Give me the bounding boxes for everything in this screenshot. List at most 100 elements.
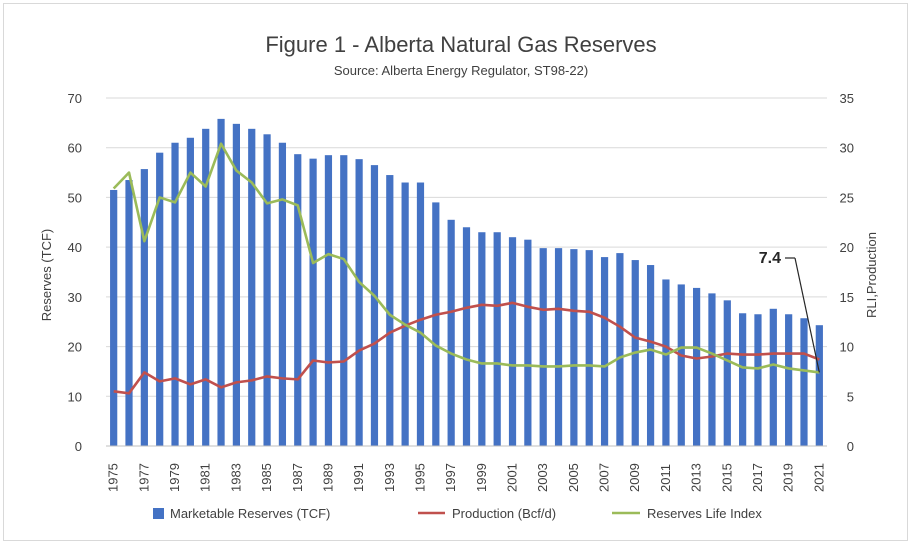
legend-swatch-reserves bbox=[153, 508, 164, 519]
bar bbox=[294, 154, 302, 447]
x-tick-label: 2013 bbox=[689, 463, 704, 492]
y2-tick-label: 35 bbox=[840, 91, 854, 106]
bar bbox=[785, 314, 793, 446]
bar bbox=[447, 219, 455, 446]
bar bbox=[217, 118, 225, 446]
bar bbox=[646, 265, 655, 446]
y2-tick-label: 15 bbox=[840, 290, 854, 305]
bar bbox=[769, 308, 777, 446]
bar bbox=[570, 249, 578, 446]
x-tick-label: 2019 bbox=[781, 463, 796, 492]
bar bbox=[600, 257, 609, 446]
bar bbox=[723, 300, 731, 446]
y-tick-label: 0 bbox=[75, 439, 82, 454]
bar bbox=[677, 284, 685, 446]
legend-label-rli: Reserves Life Index bbox=[647, 506, 762, 521]
y-tick-label: 10 bbox=[68, 389, 82, 404]
legend-label-reserves: Marketable Reserves (TCF) bbox=[170, 506, 330, 521]
x-tick-label: 2005 bbox=[566, 463, 581, 492]
chart-frame: Figure 1 - Alberta Natural Gas Reserves … bbox=[3, 3, 908, 541]
bar bbox=[386, 175, 394, 447]
legend-label-production: Production (Bcf/d) bbox=[452, 506, 556, 521]
x-tick-label: 2021 bbox=[811, 463, 826, 492]
bar bbox=[156, 152, 164, 446]
annotation-arrow bbox=[794, 257, 820, 373]
bar bbox=[186, 137, 194, 446]
bar bbox=[554, 248, 563, 446]
y2-tick-label: 10 bbox=[840, 340, 854, 355]
line-series bbox=[112, 142, 820, 395]
bar bbox=[493, 232, 501, 446]
x-tick-label: 2017 bbox=[750, 463, 765, 492]
bar bbox=[340, 155, 348, 446]
y-tick-label: 70 bbox=[68, 91, 82, 106]
x-tick-label: 1983 bbox=[228, 463, 243, 492]
bar bbox=[462, 227, 471, 446]
x-tick-label: 1979 bbox=[167, 463, 182, 492]
x-tick-label: 1999 bbox=[474, 463, 489, 492]
x-tick-label: 2001 bbox=[505, 463, 520, 492]
bar bbox=[370, 165, 379, 446]
x-tick-label: 1987 bbox=[290, 463, 305, 492]
bar bbox=[263, 134, 271, 446]
bar bbox=[110, 189, 118, 446]
bar bbox=[324, 155, 333, 446]
bar-series bbox=[110, 118, 823, 447]
bar bbox=[171, 142, 179, 446]
x-tick-label: 1989 bbox=[320, 463, 335, 492]
bar bbox=[202, 128, 210, 446]
x-tick-label: 1985 bbox=[259, 463, 274, 492]
annotation-label: 7.4 bbox=[759, 250, 781, 267]
y-tick-label: 20 bbox=[68, 340, 82, 355]
chart: Figure 1 - Alberta Natural Gas Reserves … bbox=[39, 32, 879, 521]
x-tick-label: 1993 bbox=[382, 463, 397, 492]
x-tick-label: 1997 bbox=[443, 463, 458, 492]
reserves-life-index-line bbox=[112, 142, 820, 374]
y-axis-label: Reserves (TCF) bbox=[39, 229, 54, 321]
bar bbox=[524, 239, 532, 446]
y-tick-label: 50 bbox=[68, 190, 82, 205]
bar bbox=[478, 232, 486, 446]
y2-tick-label: 25 bbox=[840, 190, 854, 205]
x-tick-label: 1977 bbox=[136, 463, 151, 492]
bar bbox=[616, 253, 624, 446]
bar bbox=[309, 158, 317, 446]
bar bbox=[693, 287, 701, 446]
x-tick-label: 1995 bbox=[412, 463, 427, 492]
x-tick-label: 2003 bbox=[535, 463, 550, 492]
x-tick-label: 1991 bbox=[351, 463, 366, 492]
y-tick-label: 30 bbox=[68, 290, 82, 305]
chart-title: Figure 1 - Alberta Natural Gas Reserves bbox=[265, 32, 656, 57]
bar bbox=[232, 123, 240, 446]
bar bbox=[125, 180, 133, 446]
bar bbox=[539, 248, 547, 446]
y-tick-label: 60 bbox=[68, 141, 82, 156]
y2-tick-label: 5 bbox=[847, 389, 854, 404]
annotation: 7.4 bbox=[759, 250, 820, 373]
x-tick-label: 1975 bbox=[106, 463, 121, 492]
chart-subtitle: Source: Alberta Energy Regulator, ST98-2… bbox=[334, 63, 588, 78]
x-tick-label: 2011 bbox=[658, 464, 673, 492]
bar bbox=[416, 182, 425, 446]
axes: 0 0 10 5 20 10 30 15 40 20 50 25 60 30 70 35 1975 1977 197… bbox=[68, 91, 854, 492]
y2-tick-label: 30 bbox=[840, 141, 854, 156]
x-tick-label: 2007 bbox=[597, 463, 612, 492]
y2-tick-label: 0 bbox=[847, 439, 854, 454]
bar bbox=[708, 293, 716, 446]
y-tick-label: 40 bbox=[68, 240, 82, 255]
bar bbox=[401, 182, 409, 446]
bar bbox=[508, 237, 517, 446]
y2-axis-label: RLI,Production bbox=[864, 232, 879, 318]
bar bbox=[248, 128, 256, 446]
y2-tick-label: 20 bbox=[840, 240, 854, 255]
x-tick-label: 2009 bbox=[627, 463, 642, 492]
x-tick-label: 2015 bbox=[719, 463, 734, 492]
bar bbox=[585, 250, 593, 446]
bar bbox=[140, 169, 148, 446]
bar bbox=[739, 313, 747, 446]
production-line bbox=[113, 301, 820, 395]
legend: Marketable Reserves (TCF) Production (Bcf… bbox=[153, 506, 762, 521]
bar bbox=[800, 318, 808, 446]
bar bbox=[815, 325, 823, 446]
x-tick-label: 1981 bbox=[198, 463, 213, 492]
